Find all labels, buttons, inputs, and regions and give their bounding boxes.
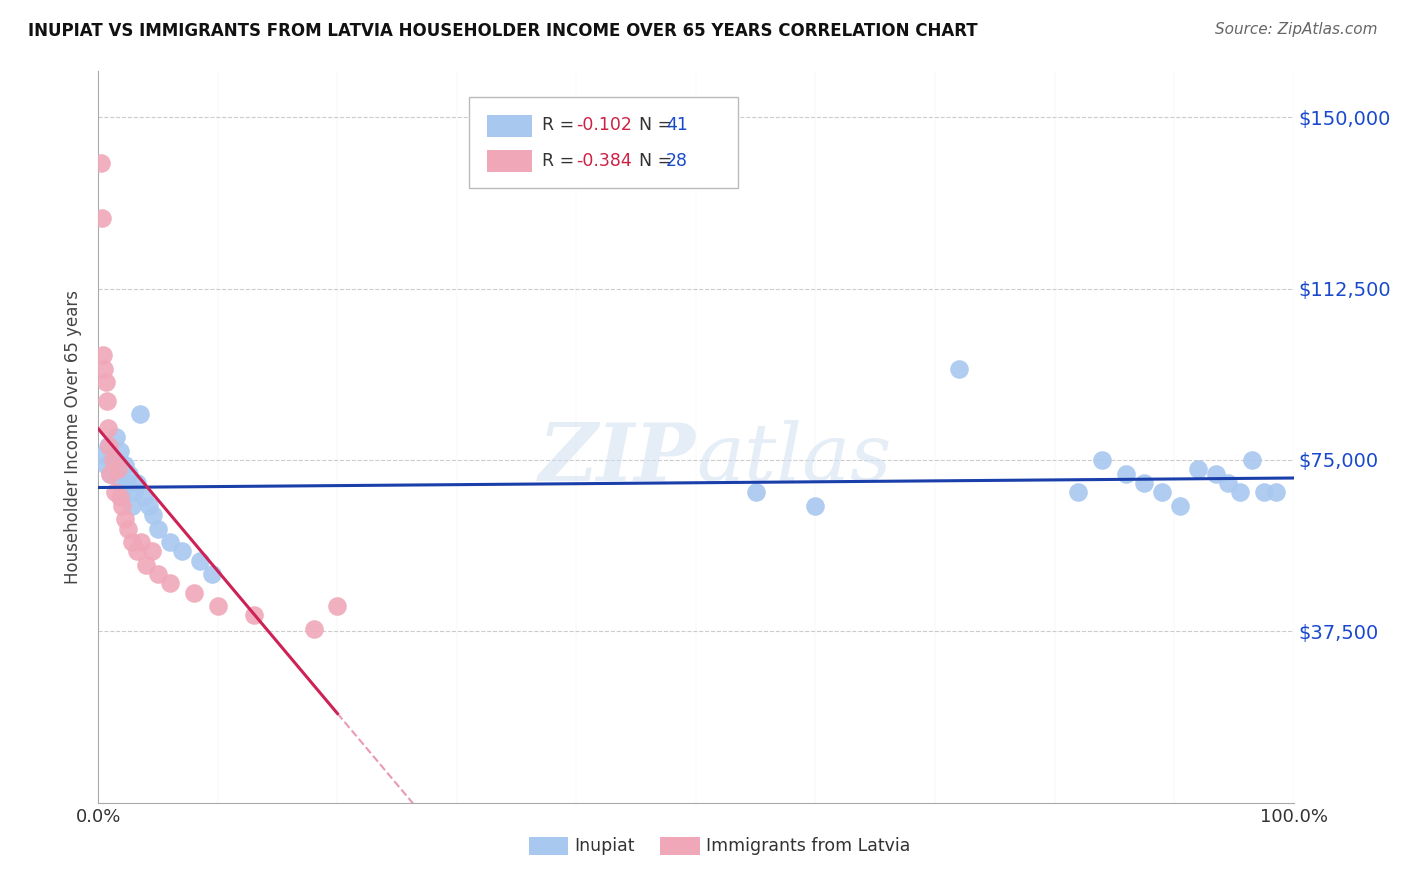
Point bbox=[104, 484, 127, 499]
Point bbox=[129, 407, 152, 421]
Text: Inupiat: Inupiat bbox=[574, 837, 634, 855]
Point bbox=[138, 499, 160, 513]
Text: -0.102: -0.102 bbox=[576, 117, 633, 135]
Point bbox=[108, 443, 131, 458]
Text: R =: R = bbox=[541, 152, 579, 169]
Point bbox=[188, 553, 211, 567]
Point bbox=[98, 467, 122, 481]
Point bbox=[91, 448, 114, 462]
Point bbox=[1091, 453, 1114, 467]
Point bbox=[1229, 484, 1251, 499]
Point bbox=[94, 375, 117, 389]
Point bbox=[124, 484, 146, 499]
Point bbox=[96, 393, 118, 408]
Point bbox=[108, 490, 131, 504]
Point bbox=[97, 421, 120, 435]
Point bbox=[118, 467, 141, 481]
Point bbox=[125, 544, 148, 558]
Point bbox=[135, 558, 157, 573]
Point bbox=[1133, 475, 1156, 490]
FancyBboxPatch shape bbox=[486, 150, 533, 171]
Text: 28: 28 bbox=[666, 152, 688, 169]
Text: Source: ZipAtlas.com: Source: ZipAtlas.com bbox=[1215, 22, 1378, 37]
Point bbox=[91, 348, 114, 362]
Text: N =: N = bbox=[628, 152, 678, 169]
Point bbox=[93, 361, 115, 376]
Text: R =: R = bbox=[541, 117, 579, 135]
Point bbox=[302, 622, 325, 636]
Point bbox=[91, 211, 114, 225]
Point bbox=[1253, 484, 1275, 499]
Point bbox=[121, 535, 143, 549]
Point bbox=[101, 453, 124, 467]
Text: atlas: atlas bbox=[696, 420, 891, 498]
Point bbox=[1264, 484, 1286, 499]
Point bbox=[131, 535, 153, 549]
FancyBboxPatch shape bbox=[470, 97, 738, 188]
Point bbox=[159, 535, 181, 549]
Text: N =: N = bbox=[628, 117, 678, 135]
Point bbox=[148, 521, 170, 535]
Point bbox=[804, 499, 827, 513]
Point bbox=[1115, 467, 1137, 481]
Point bbox=[115, 475, 138, 490]
FancyBboxPatch shape bbox=[529, 838, 568, 855]
Point bbox=[104, 462, 127, 476]
Y-axis label: Householder Income Over 65 years: Householder Income Over 65 years bbox=[65, 290, 83, 584]
Point bbox=[1205, 467, 1227, 481]
Text: Immigrants from Latvia: Immigrants from Latvia bbox=[706, 837, 910, 855]
Point bbox=[243, 608, 266, 623]
Point bbox=[125, 475, 148, 490]
Point bbox=[142, 508, 165, 522]
Text: -0.384: -0.384 bbox=[576, 152, 633, 169]
Point bbox=[94, 458, 117, 472]
Point bbox=[111, 484, 134, 499]
Point bbox=[114, 512, 136, 526]
Point bbox=[114, 458, 136, 472]
Point bbox=[172, 544, 194, 558]
FancyBboxPatch shape bbox=[486, 115, 533, 137]
Text: INUPIAT VS IMMIGRANTS FROM LATVIA HOUSEHOLDER INCOME OVER 65 YEARS CORRELATION C: INUPIAT VS IMMIGRANTS FROM LATVIA HOUSEH… bbox=[28, 22, 977, 40]
Text: 41: 41 bbox=[666, 117, 688, 135]
Point bbox=[117, 521, 139, 535]
Point bbox=[141, 544, 163, 558]
Point bbox=[1152, 484, 1174, 499]
Point bbox=[132, 490, 155, 504]
Point bbox=[745, 484, 768, 499]
Point bbox=[90, 155, 112, 169]
Point bbox=[98, 467, 122, 481]
Point bbox=[1216, 475, 1239, 490]
Point bbox=[183, 585, 205, 599]
Point bbox=[98, 439, 121, 453]
Point bbox=[107, 471, 129, 485]
Point bbox=[948, 361, 970, 376]
Point bbox=[201, 567, 224, 582]
Point bbox=[97, 439, 120, 453]
Point bbox=[121, 499, 143, 513]
Point bbox=[1168, 499, 1191, 513]
Point bbox=[326, 599, 349, 614]
Point bbox=[101, 453, 124, 467]
Point bbox=[105, 430, 128, 444]
Point bbox=[1187, 462, 1209, 476]
Text: ZIP: ZIP bbox=[538, 420, 696, 498]
Point bbox=[1240, 453, 1263, 467]
FancyBboxPatch shape bbox=[661, 838, 700, 855]
Point bbox=[107, 462, 129, 476]
Point bbox=[148, 567, 170, 582]
Point bbox=[1067, 484, 1090, 499]
Point bbox=[207, 599, 229, 614]
Point bbox=[111, 499, 134, 513]
Point bbox=[159, 576, 181, 591]
